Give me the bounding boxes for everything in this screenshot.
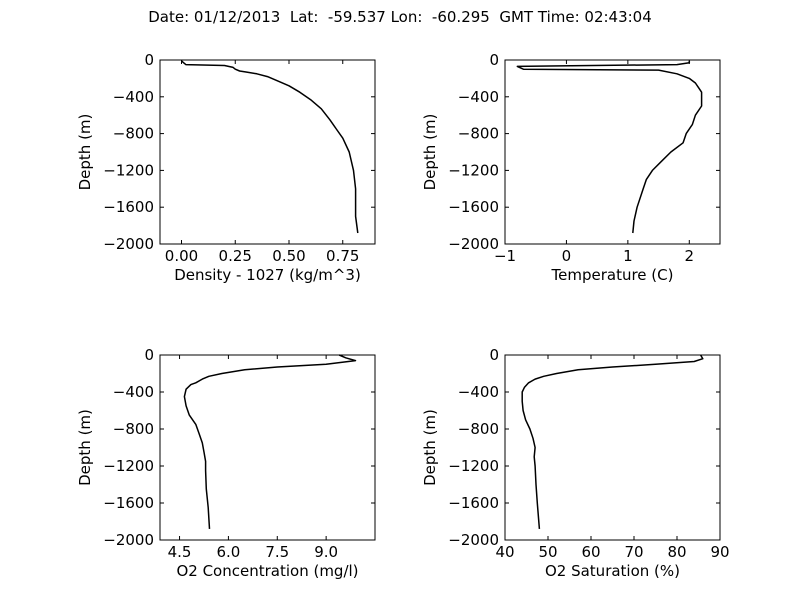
panel-temperature: 0 −400 −800 −1200 −1600 −2000−1 0 1 2 Temperature… [421, 51, 721, 284]
x-tick-label: 40 [495, 543, 514, 561]
y-tick-label: −1600 [103, 494, 154, 512]
x-tick-label: 0 [562, 247, 572, 265]
profile-line [521, 354, 704, 529]
x-tick-label: 0.75 [326, 247, 359, 265]
x-tick-label: 9.0 [314, 543, 338, 561]
y-tick-label: −400 [113, 383, 154, 401]
y-tick-label: −1200 [448, 457, 499, 475]
x-axis-label: O2 Saturation (%) [545, 562, 680, 580]
x-tick-label: 90 [710, 543, 729, 561]
y-tick-label: −800 [113, 420, 154, 438]
y-tick-label: 0 [144, 346, 154, 364]
x-tick-label: 4.5 [168, 543, 192, 561]
profile-line [181, 60, 359, 234]
y-tick-label: −400 [113, 88, 154, 106]
axes-frame [159, 354, 376, 541]
y-tick-label: −2000 [448, 531, 499, 549]
y-tick-label: −800 [458, 420, 499, 438]
x-tick-label: 50 [538, 543, 557, 561]
profile-line [516, 60, 703, 234]
x-tick-label: 0.25 [219, 247, 252, 265]
y-axis-label: Depth (m) [421, 114, 439, 191]
x-axis-label: Density - 1027 (kg/m^3) [174, 266, 361, 284]
x-tick-label: 6.0 [216, 543, 240, 561]
panel-o2-concentration: 0 −400 −800 −1200 −1600 −2000 4.5 6.0 7.5 9.0O2 C… [76, 346, 376, 580]
y-tick-label: −400 [458, 88, 499, 106]
y-axis-label: Depth (m) [76, 114, 94, 191]
y-tick-label: 0 [489, 346, 499, 364]
y-tick-label: 0 [489, 51, 499, 69]
x-tick-label: 0.00 [165, 247, 198, 265]
y-tick-label: −1600 [448, 494, 499, 512]
y-tick-label: −1200 [103, 457, 154, 475]
x-axis-label: O2 Concentration (mg/l) [176, 562, 358, 580]
panel-density: 0 −400 −800 −1200 −1600 −2000 0.00 0.25 0.50 0.75… [76, 51, 376, 284]
x-axis-label: Temperature (C) [551, 266, 674, 284]
y-tick-label: −1200 [103, 161, 154, 179]
x-tick-label: 7.5 [265, 543, 289, 561]
x-tick-label: 1 [623, 247, 633, 265]
y-tick-label: −2000 [103, 531, 154, 549]
y-axis-label: Depth (m) [76, 409, 94, 486]
y-tick-label: −1600 [448, 198, 499, 216]
y-tick-label: −400 [458, 383, 499, 401]
figure-title: Date: 01/12/2013 Lat: -59.537 Lon: -60.2… [148, 8, 652, 26]
axes-frame [159, 59, 376, 245]
axes-frame [504, 354, 721, 541]
x-tick-label: 60 [581, 543, 600, 561]
y-axis-label: Depth (m) [421, 409, 439, 486]
y-tick-label: −2000 [103, 235, 154, 253]
y-tick-label: −800 [458, 125, 499, 143]
x-tick-label: 70 [624, 543, 643, 561]
axes-frame [504, 59, 721, 245]
y-tick-label: −1600 [103, 198, 154, 216]
x-tick-label: 80 [667, 543, 686, 561]
y-tick-label: 0 [144, 51, 154, 69]
x-tick-label: 2 [685, 247, 695, 265]
x-tick-label: −1 [494, 247, 516, 265]
y-tick-label: −800 [113, 125, 154, 143]
profile-line [183, 354, 357, 529]
y-tick-label: −1200 [448, 161, 499, 179]
x-tick-label: 0.50 [272, 247, 305, 265]
y-tick-label: −2000 [448, 235, 499, 253]
